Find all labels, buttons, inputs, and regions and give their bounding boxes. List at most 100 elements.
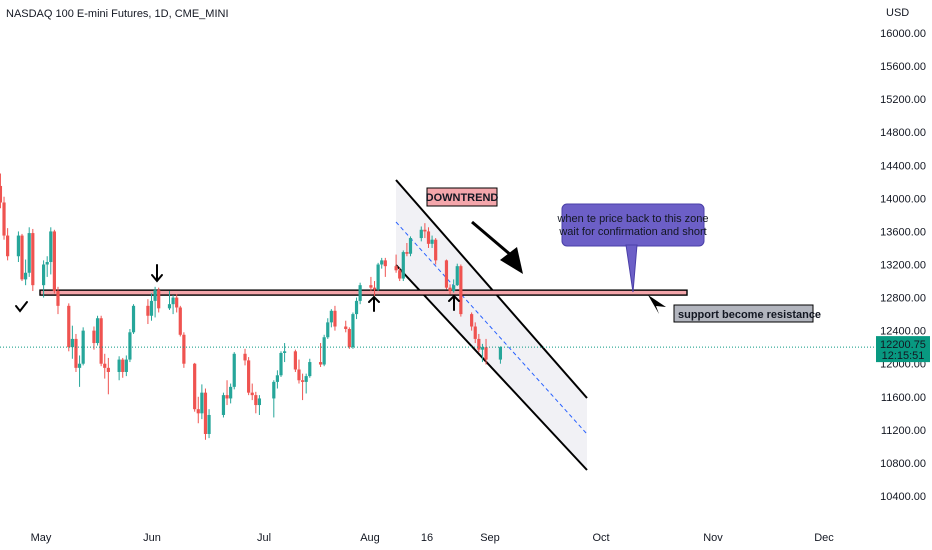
candle-body xyxy=(419,229,423,239)
chart-title: NASDAQ 100 E-mini Futures, 1D, CME_MINI xyxy=(6,8,229,20)
candle-body xyxy=(56,290,60,306)
y-tick-label: 14800.00 xyxy=(880,127,926,139)
y-tick-label: 12800.00 xyxy=(880,293,926,305)
candle-body xyxy=(41,264,46,286)
check-arrow-icon xyxy=(15,301,28,313)
candle-body xyxy=(326,322,330,338)
candle-body xyxy=(49,231,53,263)
up-arrow-icon xyxy=(448,294,460,311)
trend-arrow-head-icon xyxy=(500,247,523,274)
candle-body xyxy=(200,392,204,414)
candle-body xyxy=(452,285,456,291)
candle-body xyxy=(27,233,31,273)
candle-body xyxy=(398,270,402,279)
candle-body xyxy=(369,285,373,288)
y-tick-label: 11600.00 xyxy=(881,392,926,404)
candle-body xyxy=(426,231,431,244)
y-tick-label: 16000.00 xyxy=(880,28,926,40)
callout-text: when te price back to this zone xyxy=(556,213,708,225)
x-tick-label: May xyxy=(31,532,52,544)
candle-body xyxy=(178,307,182,335)
candle-body xyxy=(448,287,452,291)
resistance-label: support become resistance xyxy=(678,309,821,321)
candle-body xyxy=(207,414,211,434)
candle-body xyxy=(282,351,287,353)
candle-body xyxy=(232,353,236,387)
y-tick-label: 10400.00 xyxy=(880,491,926,503)
y-tick-label: 12400.00 xyxy=(880,326,926,338)
candle-body xyxy=(372,287,377,290)
candle-body xyxy=(322,337,326,365)
candle-body xyxy=(2,202,6,236)
candle-body xyxy=(376,264,380,290)
candle-body xyxy=(247,360,251,393)
channel-lower-line xyxy=(395,264,588,471)
x-tick-label: Oct xyxy=(592,532,609,544)
candle-body xyxy=(196,409,200,414)
candle-body xyxy=(308,362,312,377)
candle-body xyxy=(92,330,96,344)
candle-body xyxy=(6,235,10,257)
candle-body xyxy=(380,260,384,265)
candle-body xyxy=(279,352,283,376)
y-tick-label: 11200.00 xyxy=(881,425,926,437)
y-tick-label: 13600.00 xyxy=(880,226,926,238)
callout-box xyxy=(561,203,705,247)
pointer-arrow-icon xyxy=(648,295,666,314)
candle-body xyxy=(275,375,280,382)
candle-body xyxy=(106,367,110,372)
candle-body xyxy=(473,326,477,339)
candle-body xyxy=(444,260,449,288)
y-tick-label: 13200.00 xyxy=(880,260,926,272)
candle-body xyxy=(67,305,71,348)
candle-body xyxy=(459,266,463,315)
candle-body xyxy=(77,363,82,368)
candle-body xyxy=(430,239,434,244)
x-tick-label: Nov xyxy=(703,532,723,544)
candle-body xyxy=(423,229,427,232)
candle-body xyxy=(225,395,229,399)
candle-body xyxy=(0,185,3,203)
up-arrow-icon xyxy=(368,295,380,312)
x-tick-label: Aug xyxy=(360,532,380,544)
y-tick-label: 14400.00 xyxy=(880,160,926,172)
currency-label: USD xyxy=(886,7,909,19)
candle-body xyxy=(333,310,337,327)
callout-pointer xyxy=(625,244,638,293)
resistance-label-box xyxy=(673,304,814,323)
candle-body xyxy=(318,362,323,365)
candle-body xyxy=(221,395,226,415)
candle-body xyxy=(358,285,362,301)
candle-body xyxy=(354,300,359,315)
candle-body xyxy=(99,318,103,364)
candle-body xyxy=(121,359,125,372)
last-price-badge xyxy=(876,336,930,363)
channel-upper-line xyxy=(395,179,588,399)
candle-body xyxy=(157,290,161,309)
candle-body xyxy=(45,262,49,265)
candle-body xyxy=(329,310,333,323)
x-tick-label: Dec xyxy=(814,532,834,544)
candle-body xyxy=(31,233,35,286)
y-tick-label: 15200.00 xyxy=(880,94,926,106)
candle-body xyxy=(383,260,387,267)
candle-body xyxy=(146,305,150,316)
y-tick-label: 10800.00 xyxy=(880,458,926,470)
candle-body xyxy=(20,235,24,280)
candle-body xyxy=(167,304,172,309)
down-arrow-icon xyxy=(151,264,163,283)
candle-body xyxy=(455,266,459,286)
candle-body xyxy=(171,297,175,305)
candle-body xyxy=(254,395,258,406)
y-tick-label: 15600.00 xyxy=(880,61,926,73)
candle-body xyxy=(153,290,157,301)
last-price-value: 12200.75 xyxy=(880,339,926,351)
candle-body xyxy=(484,347,488,360)
candle-body xyxy=(250,392,254,396)
candle-body xyxy=(203,392,208,434)
candle-body xyxy=(405,252,409,254)
candle-body xyxy=(149,300,154,316)
candle-body xyxy=(182,334,186,364)
x-tick-label: Jul xyxy=(257,532,271,544)
